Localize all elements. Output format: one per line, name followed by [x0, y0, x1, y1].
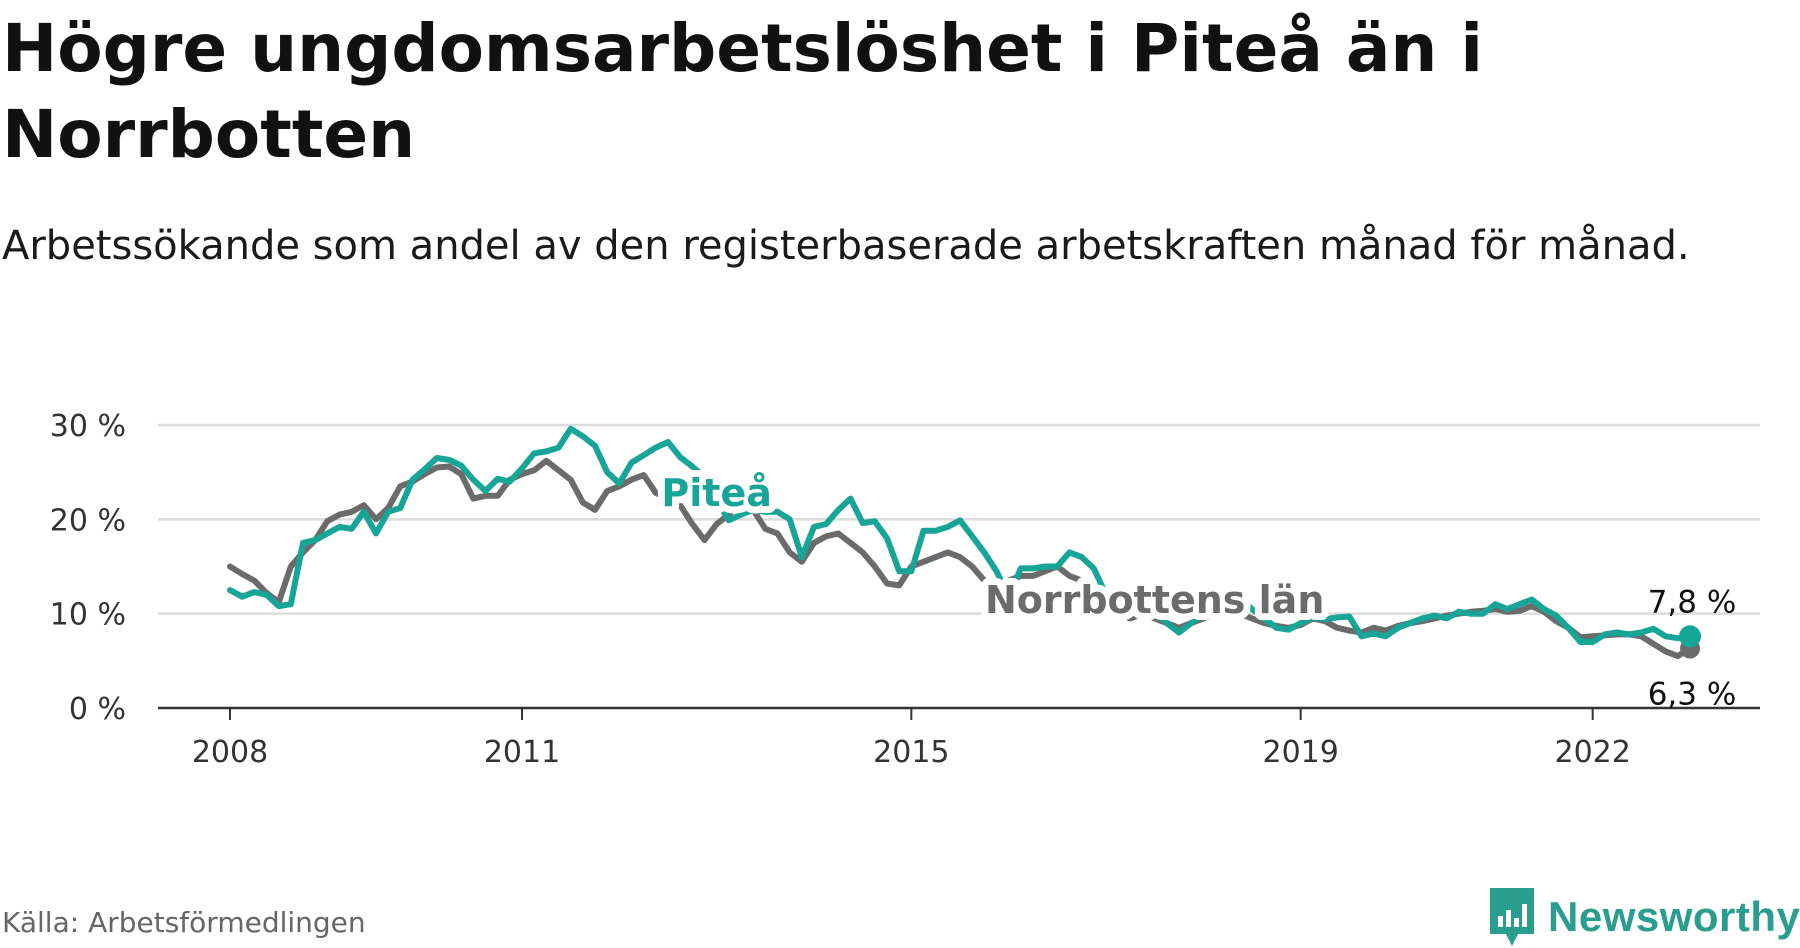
- x-axis-ticks: 2008 2011 2015 2019 2022: [192, 708, 1631, 770]
- series-line-norrbotten: [227, 457, 1693, 660]
- brand-name: Newsworthy: [1548, 893, 1800, 940]
- y-tick-label: 20 %: [50, 503, 126, 538]
- x-tick-label: 2019: [1262, 735, 1338, 770]
- y-tick-label: 30 %: [50, 409, 126, 444]
- x-tick-label: 2022: [1554, 735, 1630, 770]
- series-line-pitea: [227, 425, 1693, 645]
- x-tick-label: 2011: [484, 735, 560, 770]
- end-label-norrbotten: 6,3 %: [1648, 677, 1737, 713]
- gridlines: [158, 423, 1760, 710]
- end-label-pitea: 7,8 %: [1648, 584, 1737, 620]
- newsworthy-logo-icon: [1490, 888, 1534, 946]
- x-tick-label: 2008: [192, 735, 268, 770]
- chart-subtitle: Arbetssökande som andel av den registerb…: [2, 223, 1690, 269]
- brand-logo: Newsworthy: [1488, 886, 1800, 948]
- line-chart: 0 % 10 % 20 % 30 % 2008 2011 2015 2019 2022 Pit…: [50, 409, 1760, 770]
- series-lines: [227, 425, 1701, 660]
- y-tick-label: 0 %: [69, 692, 126, 727]
- series-label-pitea: Piteå: [661, 471, 771, 515]
- x-tick-label: 2015: [873, 735, 949, 770]
- series-label-norrbotten-halo: Norrbottens län: [985, 578, 1324, 622]
- series-label-pitea-halo: Piteå: [661, 471, 771, 515]
- chart-title: Högre ungdomsarbetslöshet i Piteå än i N…: [2, 10, 1483, 173]
- series-label-norrbotten: Norrbottens län: [985, 578, 1324, 622]
- source-note: Källa: Arbetsförmedlingen: [2, 906, 366, 939]
- y-tick-label: 10 %: [50, 598, 126, 633]
- endpoint-pitea: [1679, 625, 1701, 648]
- y-axis-ticks: 0 % 10 % 20 % 30 %: [50, 409, 126, 727]
